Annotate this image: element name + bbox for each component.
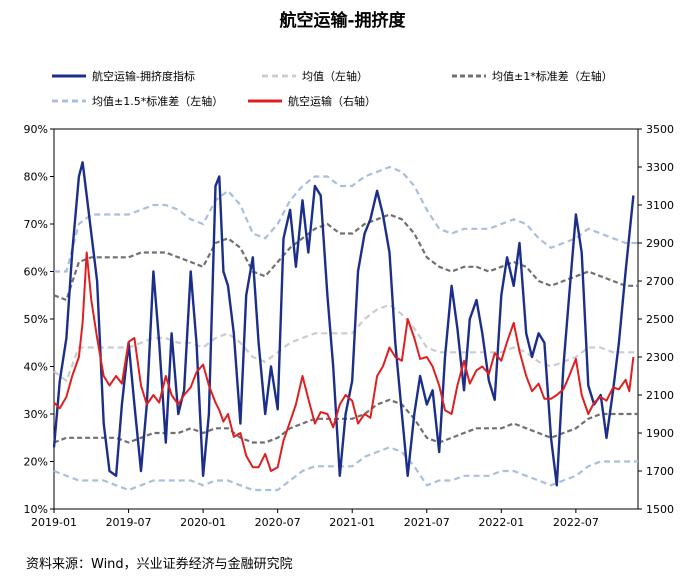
axes-layer: 10% 20% 30% 40% 50% 60% 70% 80% 90% 1500 1700 1900 2… <box>24 123 674 529</box>
x-tick-label: 2021-07 <box>404 516 450 529</box>
y-right-tick-label: 3300 <box>646 161 674 174</box>
y-left-tick-label: 40% <box>24 361 48 374</box>
legend-label: 航空运输-拥挤度指标 <box>92 69 195 83</box>
y-right-tick-label: 2300 <box>646 351 674 364</box>
x-tick-label: 2019-01 <box>31 516 77 529</box>
series-band-line <box>53 446 638 492</box>
y-right-tick-label: 1700 <box>646 465 674 478</box>
series-line <box>52 161 635 487</box>
y-left-tick-label: 10% <box>24 503 48 516</box>
y-right-tick-label: 2500 <box>646 313 674 326</box>
y-right-tick-label: 1900 <box>646 427 674 440</box>
y-right-tick-label: 1500 <box>646 503 674 516</box>
y-left-tick-label: 90% <box>24 123 48 136</box>
y-left-tick-label: 70% <box>24 218 48 231</box>
y-right-tick-label: 2900 <box>646 237 674 250</box>
x-tick-label: 2020-07 <box>255 516 301 529</box>
y-left-tick-label: 30% <box>24 408 48 421</box>
x-tick-label: 2021-01 <box>329 516 375 529</box>
legend: 航空运输-拥挤度指标 均值（左轴） 均值±1*标准差（左轴） 均值±1.5*标准差（左… <box>52 69 613 108</box>
y-right-tick-label: 2700 <box>646 275 674 288</box>
source-note: 资料来源：Wind，兴业证券经济与金融研究院 <box>26 557 293 572</box>
legend-label: 均值（左轴） <box>302 69 368 83</box>
series-band-line <box>53 213 638 302</box>
x-tick-label: 2019-07 <box>106 516 152 529</box>
y-right-tick-label: 3500 <box>646 123 674 136</box>
legend-label: 航空运输（右轴） <box>288 94 376 108</box>
series-band-line <box>54 165 638 273</box>
y-right-tick-label: 2100 <box>646 389 674 402</box>
legend-label: 均值±1*标准差（左轴） <box>492 69 613 83</box>
x-tick-label: 2022-01 <box>478 516 524 529</box>
series-line <box>53 303 638 382</box>
chart-title: 航空运输-拥挤度 <box>279 11 406 31</box>
lines-layer <box>52 161 635 487</box>
y-left-tick-label: 60% <box>24 266 48 279</box>
y-left-tick-label: 50% <box>24 313 48 326</box>
y-left-tick-label: 20% <box>24 456 48 469</box>
y-left-tick-label: 80% <box>24 171 48 184</box>
y-right-tick-label: 3100 <box>646 199 674 212</box>
series-line <box>53 251 635 472</box>
x-tick-label: 2020-01 <box>180 516 226 529</box>
x-tick-label: 2022-07 <box>553 516 599 529</box>
legend-label: 均值±1.5*标准差（左轴） <box>92 94 223 108</box>
